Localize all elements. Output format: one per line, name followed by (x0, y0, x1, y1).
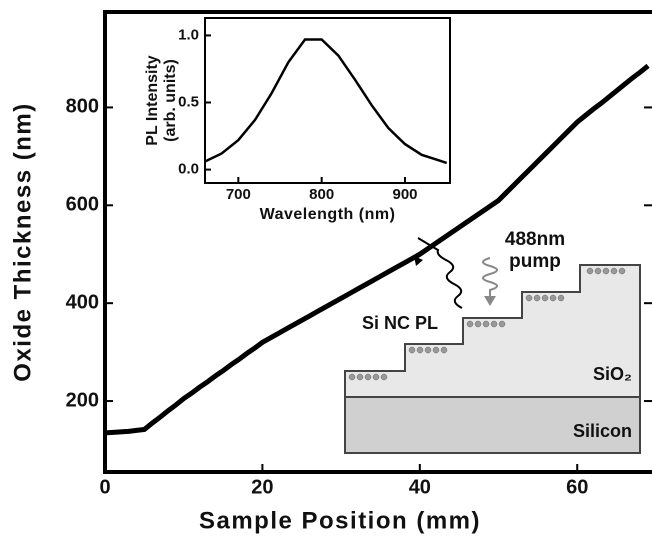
x-tick-label: 40 (409, 476, 431, 498)
y-tick-label: 0.0 (178, 161, 199, 178)
diagram (344, 237, 641, 454)
annotation: Si NC PL (362, 313, 438, 333)
annotation: Silicon (573, 421, 632, 441)
y-axis-label: Oxide Thickness (nm) (9, 102, 36, 381)
x-tick-label: 60 (566, 476, 588, 498)
x-tick-label: 20 (251, 476, 273, 498)
y-tick-label: 600 (66, 194, 99, 216)
data-line (104, 63, 650, 436)
inset-background (205, 18, 450, 183)
y-tick-label: 400 (66, 291, 99, 313)
annotation: pump (509, 251, 561, 272)
x-tick-label: 700 (226, 186, 251, 203)
axes-frame (204, 17, 451, 184)
annotation: 488nm (505, 229, 565, 250)
y-tick-label: 200 (66, 389, 99, 411)
x-axis-label: Wavelength (nm) (260, 206, 396, 223)
x-tick-label: 0 (99, 476, 110, 498)
data-line (204, 38, 448, 165)
axes-frame (103, 10, 652, 474)
silicon-layer (344, 396, 641, 454)
emission-arrow (417, 237, 463, 309)
arrow-head (484, 296, 496, 306)
nanocrystals (348, 267, 626, 381)
x-tick-label: 900 (392, 186, 417, 203)
x-axis-label: Sample Position (mm) (199, 507, 481, 534)
oxide-layer (344, 264, 641, 398)
y-tick-label: 0.5 (178, 93, 199, 110)
annotation: SiO₂ (593, 364, 632, 384)
y-axis-label: (arb. units) (162, 59, 179, 142)
x-tick-label: 800 (309, 186, 334, 203)
y-tick-label: 800 (66, 96, 99, 118)
y-tick-label: 1.0 (178, 26, 199, 43)
y-axis-label: PL Intensity (144, 55, 161, 145)
pump-arrow (482, 257, 498, 300)
